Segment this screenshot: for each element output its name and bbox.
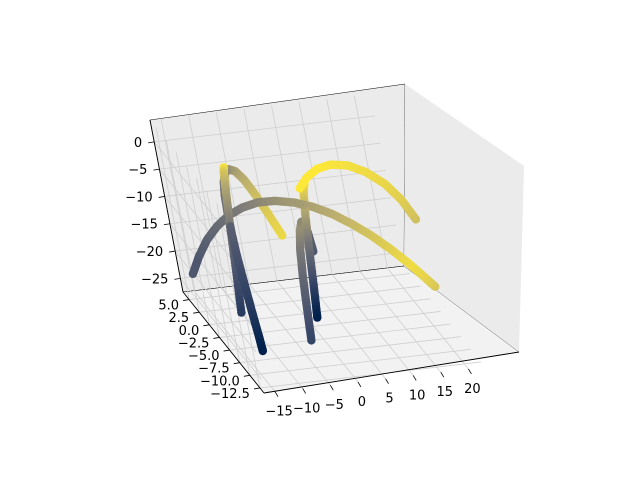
axis-lines (149, 119, 520, 394)
y-tick-label: −2.5 (178, 336, 210, 351)
y-tick-label: −10.0 (200, 374, 240, 389)
z-tick-label: −15 (130, 218, 157, 233)
y-tick-label: −12.5 (210, 387, 250, 402)
x-tick-label: 5 (385, 392, 393, 407)
z-tick-label: −10 (125, 190, 152, 205)
data-point (307, 336, 316, 345)
y-tick-label: 5.0 (158, 299, 179, 314)
y-tick-label: −5.0 (188, 349, 220, 364)
data-point (295, 184, 304, 193)
x-tick-label: −10 (293, 401, 320, 416)
z-tick-label: −5 (128, 163, 147, 178)
axes-3d: −15 −10 −5 0 5 10 15 20−12.5−10.0−7.5−5.0−2.50.… (125, 83, 524, 420)
tick-layer: −15 −10 −5 0 5 10 15 20−12.5−10.0−7.5−5.0−2.50.… (125, 136, 480, 420)
data-point (313, 313, 322, 322)
data-point (237, 308, 246, 317)
y-tick-label: 0.0 (179, 324, 200, 339)
x-tick-label: −15 (265, 405, 292, 420)
x-tick-label: 20 (464, 382, 481, 397)
x-tick-label: 10 (409, 388, 426, 403)
x-tick-label: −5 (325, 398, 344, 413)
scatter-points (188, 160, 440, 356)
z-tick-label: 0 (134, 136, 142, 151)
x-tick-label: 15 (437, 385, 454, 400)
data-point (289, 198, 298, 207)
z-tick-label: −25 (141, 272, 168, 287)
z-tick-label: −20 (136, 245, 163, 260)
data-point (258, 346, 267, 356)
grid-lines (153, 95, 481, 392)
x-tick-label: 0 (358, 395, 366, 410)
y-tick-label: 2.5 (169, 311, 190, 326)
y-tick-label: −7.5 (198, 362, 230, 377)
